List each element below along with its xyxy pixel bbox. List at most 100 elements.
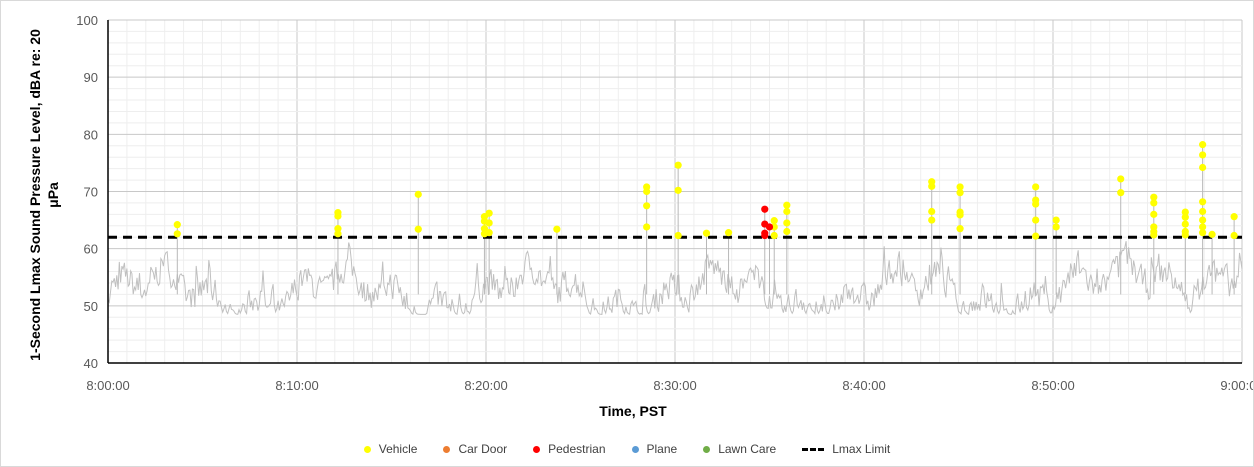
vehicle-point [702, 229, 711, 237]
vehicle-point [1052, 223, 1060, 231]
x-tick-labels: 8:00:00 8:10:00 8:20:00 8:30:00 8:40:00 8:50:… [86, 378, 1254, 393]
vehicle-point [1199, 229, 1207, 237]
vehicle-point [1181, 208, 1189, 216]
vehicle-point [414, 190, 422, 198]
vehicle-point [1032, 232, 1040, 240]
vehicle-point [1150, 193, 1158, 201]
vehicle-point [928, 207, 936, 216]
vehicle-point [674, 231, 682, 240]
legend-swatch [802, 447, 825, 451]
vehicle-point [1199, 151, 1207, 159]
y-tick-label: 70 [84, 185, 98, 200]
vehicle-point [1150, 210, 1158, 218]
x-tick-label: 9:00:00 [1220, 378, 1254, 393]
vehicle-point [1150, 199, 1158, 207]
legend-swatch [533, 445, 541, 453]
vehicle-point [334, 225, 342, 233]
x-tick-label: 8:20:00 [464, 378, 507, 393]
vehicle-point [1181, 220, 1189, 228]
legend-label: Lawn Care [718, 442, 777, 456]
vehicle-point [1032, 216, 1040, 224]
vehicle-point [783, 201, 791, 209]
vehicle-point [1208, 230, 1216, 238]
vehicle-point [956, 225, 964, 233]
vehicle-point [480, 225, 489, 233]
vehicle-point [770, 217, 778, 225]
x-tick-label: 8:10:00 [275, 378, 318, 393]
legend-label: Car Door [458, 442, 508, 456]
legend-swatch [363, 445, 371, 453]
y-tick-label: 40 [84, 356, 98, 371]
y-tick-label: 90 [84, 70, 98, 85]
vehicle-point [1230, 231, 1238, 240]
legend-label: Vehicle [378, 442, 418, 456]
vehicle-point [674, 161, 682, 169]
legend-swatch [703, 445, 711, 453]
vehicle-point [783, 207, 791, 216]
legend-item-lawn-care: Lawn Care [703, 442, 776, 456]
vehicle-point [928, 216, 936, 224]
legend-item-plane: Plane [631, 442, 678, 456]
vehicle-point [1150, 231, 1158, 239]
vehicle-point [334, 230, 342, 238]
legend-item-lmax-limit: Lmax Limit [802, 442, 890, 456]
vehicle-point [414, 225, 422, 233]
y-axis-title-line-1: 1-Second Lmax Sound Pressure Level, dBA … [27, 29, 43, 361]
vehicle-point [485, 219, 493, 227]
event-points [173, 141, 1238, 240]
vehicle-point [956, 211, 964, 219]
vehicle-point [1199, 207, 1207, 216]
legend-label: Lmax Limit [832, 442, 891, 456]
vehicle-point [956, 183, 964, 191]
vehicle-point [1199, 216, 1207, 224]
vehicle-point [334, 212, 342, 220]
vehicle-point [1181, 213, 1189, 221]
vehicle-point [1199, 198, 1207, 206]
vehicle-point [553, 225, 561, 233]
y-tick-label: 50 [84, 299, 98, 314]
legend-item-pedestrian: Pedestrian [533, 442, 606, 456]
y-tick-label: 100 [76, 13, 98, 28]
vehicle-point [1032, 200, 1040, 208]
y-tick-label: 60 [84, 242, 98, 257]
pedestrian-point [761, 205, 769, 213]
vehicle-point [1117, 189, 1125, 197]
x-axis-title: Time, PST [599, 403, 667, 419]
vehicle-point [173, 221, 181, 229]
vehicle-point [1199, 163, 1207, 172]
axes [107, 20, 1242, 364]
grid-lines [107, 19, 1243, 364]
x-tick-label: 8:00:00 [86, 378, 129, 393]
legend: Vehicle Car Door Pedestrian Plane Lawn Care L… [0, 442, 1254, 456]
vehicle-point [1230, 213, 1238, 221]
vehicle-point [724, 229, 733, 237]
legend-item-vehicle: Vehicle [363, 442, 418, 456]
vehicle-point [1181, 231, 1189, 239]
pedestrian-point [761, 231, 769, 240]
vehicle-point [643, 187, 651, 196]
legend-swatch [631, 445, 639, 453]
legend-swatch [443, 445, 451, 453]
vehicle-point [783, 227, 791, 236]
y-axis-title: 1-Second Lmax Sound Pressure Level, dBA … [27, 29, 61, 361]
lmax-chart: 40 50 60 70 80 90 100 8:00:00 8:10:00 8:20:00 8:3… [27, 13, 1254, 419]
vehicle-point [1117, 175, 1125, 183]
y-tick-labels: 40 50 60 70 80 90 100 [76, 13, 98, 371]
legend-label: Plane [646, 442, 678, 456]
vehicle-point [485, 229, 493, 237]
vehicle-point [485, 209, 493, 217]
vehicle-point [643, 202, 651, 210]
pedestrian-point [765, 223, 774, 231]
x-tick-label: 8:50:00 [1031, 378, 1074, 393]
legend-label: Pedestrian [548, 442, 606, 456]
vehicle-point [1199, 223, 1207, 231]
vehicle-point [956, 189, 964, 197]
vehicle-point [1052, 216, 1060, 224]
y-tick-label: 80 [84, 127, 98, 142]
vehicle-point [1032, 183, 1040, 191]
vehicle-point [643, 223, 651, 231]
y-axis-title-line-2: μPa [45, 182, 61, 208]
vehicle-point [928, 182, 936, 190]
vehicle-point [770, 231, 778, 240]
vehicle-point [674, 186, 682, 194]
